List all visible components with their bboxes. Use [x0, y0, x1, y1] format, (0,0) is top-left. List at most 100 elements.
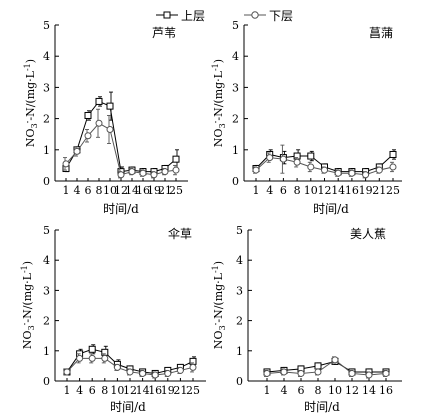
data-point-lower — [62, 160, 70, 168]
x-tick-label: 1 — [64, 384, 71, 397]
data-point-lower — [307, 163, 315, 171]
panel-4-ylabel: NO3--N/(mg·L-1) — [211, 261, 227, 349]
x-tick-label: 4 — [281, 384, 288, 397]
x-tick-label: 8 — [315, 384, 322, 397]
legend-lower-marker — [251, 11, 259, 19]
y-tick-label: 5 — [236, 224, 243, 237]
x-tick-label: 8 — [101, 384, 108, 397]
x-tick-label: 8 — [294, 184, 301, 197]
data-point-lower — [73, 147, 81, 155]
data-point-lower — [279, 155, 287, 163]
x-tick-label: 25 — [186, 384, 200, 397]
data-point-lower — [362, 171, 370, 179]
y-tick-label: 4 — [232, 50, 239, 63]
legend-upper-label: 上层 — [181, 9, 205, 23]
data-point-lower — [150, 171, 158, 179]
y-tick-label: 0 — [43, 375, 50, 388]
x-tick-label: 19 — [147, 184, 161, 197]
panel-3-ylabel: NO3--N/(mg·L-1) — [20, 261, 36, 349]
data-point-lower — [161, 168, 169, 176]
data-point-upper — [307, 152, 315, 160]
y-tick-label: 2 — [236, 315, 243, 328]
x-tick-label: 1 — [63, 184, 70, 197]
data-point-lower — [63, 368, 71, 376]
data-point-lower — [280, 368, 288, 376]
x-tick-label: 6 — [85, 184, 92, 197]
data-point-lower — [375, 166, 383, 174]
x-tick-label: 12 — [345, 384, 359, 397]
data-point-upper — [389, 150, 397, 158]
data-point-upper — [106, 102, 114, 110]
data-point-lower — [139, 169, 147, 177]
y-tick-label: 1 — [43, 144, 50, 157]
data-point-upper — [172, 155, 180, 163]
data-point-upper — [189, 357, 197, 365]
data-point-lower — [297, 369, 305, 377]
y-tick-label: 2 — [43, 113, 50, 126]
y-tick-label: 1 — [43, 345, 50, 358]
data-point-lower — [151, 371, 159, 379]
x-tick-label: 19 — [359, 184, 373, 197]
panel-4-title: 美人蕉 — [350, 227, 386, 241]
panel-1-xlabel: 时间/d — [103, 202, 139, 216]
data-point-lower — [126, 368, 134, 376]
data-point-lower — [113, 363, 121, 371]
data-point-lower — [334, 169, 342, 177]
x-tick-label: 14 — [125, 184, 139, 197]
y-tick-label: 0 — [236, 375, 243, 388]
x-tick-label: 14 — [331, 184, 345, 197]
legend: 上层 下层 — [156, 9, 293, 23]
x-tick-label: 12 — [114, 184, 128, 197]
x-tick-label: 1 — [264, 384, 271, 397]
y-tick-label: 3 — [43, 284, 50, 297]
panel-4-xlabel: 时间/d — [304, 400, 340, 414]
data-point-lower — [293, 158, 301, 166]
data-point-lower — [95, 119, 103, 127]
data-point-lower — [348, 369, 356, 377]
data-point-lower — [365, 371, 373, 379]
data-point-lower — [176, 366, 184, 374]
data-point-lower — [84, 132, 92, 140]
data-point-lower — [88, 354, 96, 362]
x-tick-label: 10 — [103, 184, 117, 197]
panel-2-title: 菖蒲 — [369, 26, 393, 40]
x-tick-label: 19 — [161, 384, 175, 397]
y-tick-label: 4 — [43, 50, 50, 63]
data-point-lower — [139, 369, 147, 377]
y-tick-label: 4 — [236, 254, 243, 267]
data-point-lower — [117, 171, 125, 179]
x-tick-label: 16 — [148, 384, 162, 397]
y-tick-label: 3 — [232, 81, 239, 94]
y-tick-label: 1 — [236, 345, 243, 358]
x-tick-label: 4 — [74, 184, 81, 197]
data-point-lower — [172, 166, 180, 174]
data-point-upper — [293, 152, 301, 160]
data-point-upper — [101, 348, 109, 356]
legend-upper-marker — [163, 11, 171, 19]
data-point-lower — [189, 363, 197, 371]
data-point-lower — [389, 163, 397, 171]
x-tick-label: 12 — [318, 184, 332, 197]
x-tick-label: 4 — [266, 184, 273, 197]
y-tick-label: 3 — [236, 284, 243, 297]
y-tick-label: 5 — [43, 224, 50, 237]
data-point-lower — [76, 354, 84, 362]
data-point-lower — [263, 369, 271, 377]
series-line-upper — [65, 100, 177, 173]
x-tick-label: 10 — [304, 184, 318, 197]
panel-3-xlabel: 时间/d — [110, 400, 146, 414]
panel-3-title: 伞草 — [168, 226, 192, 241]
data-point-lower — [252, 166, 260, 174]
x-tick-label: 14 — [362, 384, 376, 397]
x-tick-label: 25 — [386, 184, 400, 197]
data-point-lower — [331, 356, 339, 364]
data-point-lower — [266, 154, 274, 162]
x-tick-label: 16 — [379, 384, 393, 397]
data-point-lower — [128, 168, 136, 176]
x-tick-label: 10 — [328, 384, 342, 397]
